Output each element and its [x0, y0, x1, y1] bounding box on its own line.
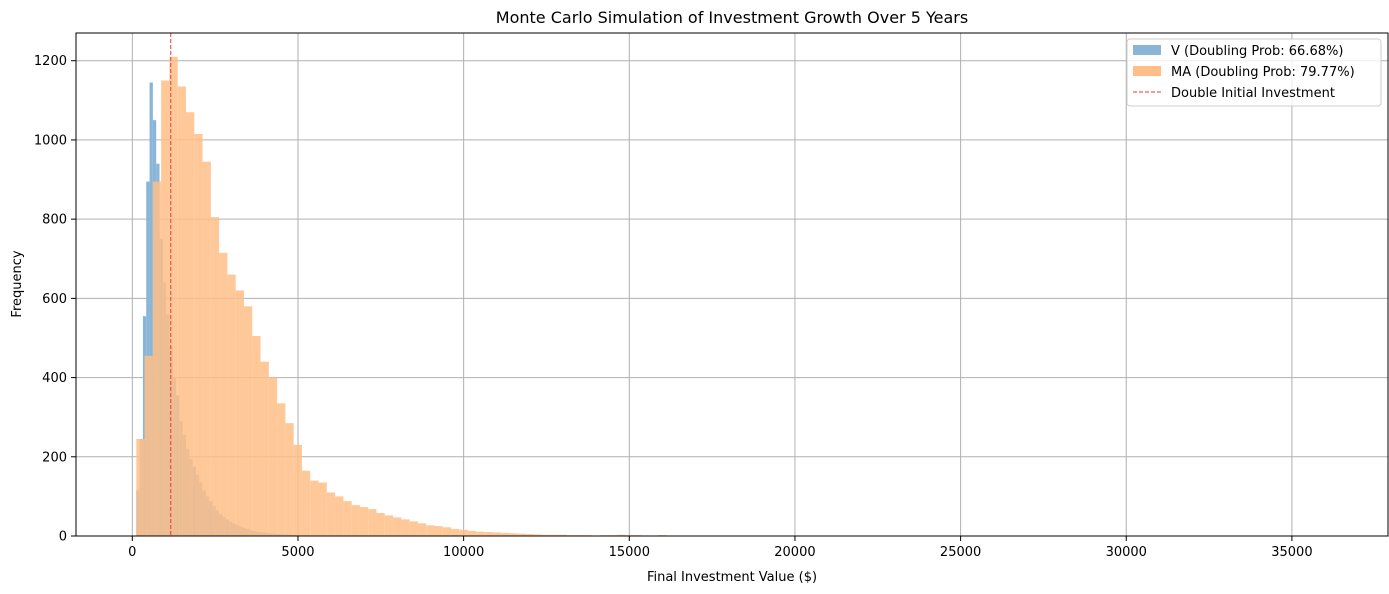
x-tick-label: 5000	[281, 545, 314, 560]
legend-label-v: V (Doubling Prob: 66.68%)	[1171, 44, 1343, 59]
histogram-bar	[550, 534, 559, 536]
histogram-bar	[268, 377, 278, 536]
y-tick-label: 200	[42, 450, 67, 465]
chart-title: Monte Carlo Simulation of Investment Gro…	[496, 8, 968, 27]
legend-box	[1126, 38, 1382, 107]
histogram-bar	[376, 513, 385, 536]
histogram-bar	[210, 217, 220, 536]
histogram-bar	[558, 534, 568, 536]
histogram-bar	[500, 532, 510, 536]
histogram-bar	[492, 532, 501, 536]
histogram-bar	[542, 534, 551, 536]
histogram-bar	[434, 526, 443, 536]
x-tick-label: 25000	[940, 545, 981, 560]
legend-label-ma: MA (Doubling Prob: 79.77%)	[1171, 65, 1355, 80]
histogram-bar	[384, 515, 394, 536]
y-tick-label: 400	[42, 371, 67, 386]
histogram-bar	[616, 534, 625, 536]
histogram-bar	[467, 530, 476, 536]
legend-swatch-ma	[1133, 66, 1161, 76]
y-axis-label: Frequency	[10, 250, 25, 317]
plot-frame	[75, 32, 1389, 537]
histogram-bar	[426, 525, 435, 536]
histogram-bar	[144, 355, 153, 536]
histogram-bar	[335, 496, 344, 536]
histogram-bar	[417, 523, 427, 536]
histogram-bar	[484, 532, 493, 536]
histogram-bar	[194, 133, 203, 536]
histogram-bar	[343, 501, 352, 536]
histogram-bar	[219, 252, 228, 537]
histogram-bar	[442, 527, 452, 536]
histogram-bar	[252, 335, 261, 536]
x-tick-label: 15000	[609, 545, 650, 560]
y-ticks: 0 200 400 600 800 1000 1200	[34, 54, 76, 545]
histogram-bar	[351, 505, 360, 536]
bars-layer	[136, 56, 990, 537]
histogram-bar	[475, 531, 485, 536]
histogram-bar	[235, 290, 244, 536]
histogram-bar	[152, 181, 162, 536]
histogram-bar	[301, 470, 311, 536]
histogram-bar	[161, 80, 170, 536]
histogram-bar	[227, 274, 236, 536]
histogram-bar	[149, 82, 153, 536]
x-tick-label: 30000	[1106, 545, 1147, 560]
histogram-bar	[169, 56, 178, 536]
legend-swatch-v	[1133, 45, 1161, 55]
x-tick-label: 0	[128, 545, 136, 560]
histogram-bar	[293, 444, 302, 536]
histogram-bar	[517, 533, 526, 536]
histogram-bar	[202, 161, 211, 537]
histogram-bar	[401, 519, 410, 536]
series-1-bars	[136, 56, 990, 537]
histogram-bar	[326, 492, 336, 536]
histogram-bar	[136, 438, 145, 536]
histogram-bar	[318, 482, 327, 536]
histogram-bar	[177, 86, 186, 536]
histogram-bar	[409, 521, 418, 536]
histogram-bar	[310, 480, 319, 536]
histogram-bar	[525, 534, 534, 536]
histogram-bar	[368, 509, 377, 536]
x-tick-label: 10000	[443, 545, 484, 560]
histogram-bar	[393, 517, 402, 536]
x-tick-label: 35000	[1271, 545, 1312, 560]
histogram-bar	[285, 423, 294, 536]
x-tick-label: 20000	[774, 545, 815, 560]
histogram-bar	[451, 528, 460, 536]
histogram-bar	[359, 507, 369, 536]
y-tick-label: 1200	[34, 54, 67, 69]
x-axis-label: Final Investment Value ($)	[647, 570, 817, 585]
y-tick-label: 1000	[34, 133, 67, 148]
legend-label-refline: Double Initial Investment	[1171, 86, 1335, 101]
grid-layer	[76, 33, 1388, 537]
legend: V (Doubling Prob: 66.68%) MA (Doubling P…	[1126, 38, 1382, 107]
x-ticks: 0 5000 10000 15000 20000 25000 30000 35000	[128, 536, 1313, 560]
y-tick-label: 600	[42, 292, 67, 307]
histogram-bar	[277, 403, 286, 536]
y-tick-label: 0	[59, 530, 67, 545]
y-tick-label: 800	[42, 213, 67, 228]
histogram-bar	[509, 533, 518, 536]
histogram-bar	[185, 112, 195, 537]
histogram-bar	[459, 529, 468, 536]
histogram-bar	[260, 361, 269, 536]
histogram-bar	[533, 534, 543, 536]
histogram-bar	[243, 306, 253, 536]
